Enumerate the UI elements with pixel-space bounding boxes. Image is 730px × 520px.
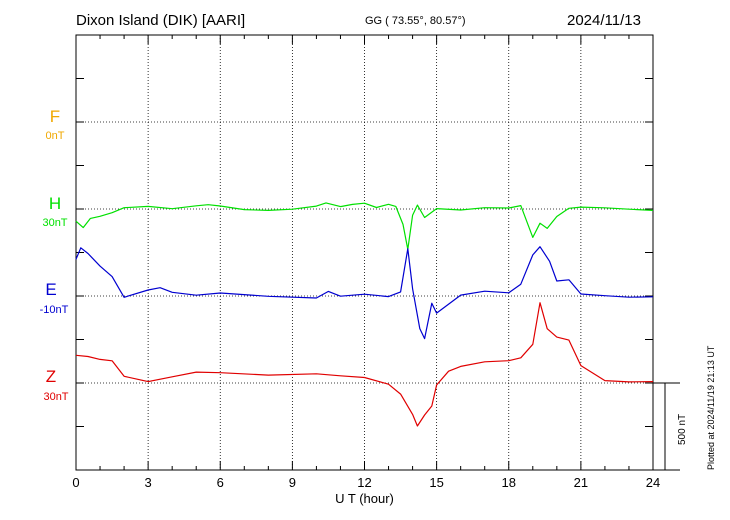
plotted-timestamp: Plotted at 2024/11/19 21:13 UT	[706, 345, 716, 470]
component-label-z: Z	[45, 367, 57, 386]
plot-date: 2024/11/13	[567, 12, 641, 29]
x-tick-label: 24	[646, 475, 660, 490]
x-tick-label: 12	[357, 475, 371, 490]
geographic-coordinates: GG ( 73.55°, 80.57°)	[365, 15, 466, 27]
component-baseline-h: 30nT	[42, 217, 68, 229]
component-baseline-f: 0nT	[45, 130, 65, 142]
x-axis-label: U T (hour)	[335, 491, 394, 506]
x-tick-label: 6	[217, 475, 224, 490]
component-label-h: H	[48, 194, 62, 213]
x-tick-label: 0	[72, 475, 79, 490]
x-tick-label: 21	[574, 475, 588, 490]
series-line-e	[75, 246, 654, 340]
x-tick-label: 9	[289, 475, 296, 490]
component-baseline-z: 30nT	[43, 391, 69, 403]
component-label-f: F	[49, 107, 61, 126]
series-line-z	[75, 302, 654, 427]
scale-bar-label: 500 nT	[677, 413, 688, 445]
x-tick-label: 18	[502, 475, 516, 490]
component-baseline-e: -10nT	[39, 304, 69, 316]
series-line-h	[75, 202, 654, 250]
x-tick-label: 3	[145, 475, 152, 490]
station-title: Dixon Island (DIK) [AARI]	[76, 12, 246, 29]
x-tick-label: 15	[429, 475, 443, 490]
component-label-e: E	[45, 280, 57, 299]
